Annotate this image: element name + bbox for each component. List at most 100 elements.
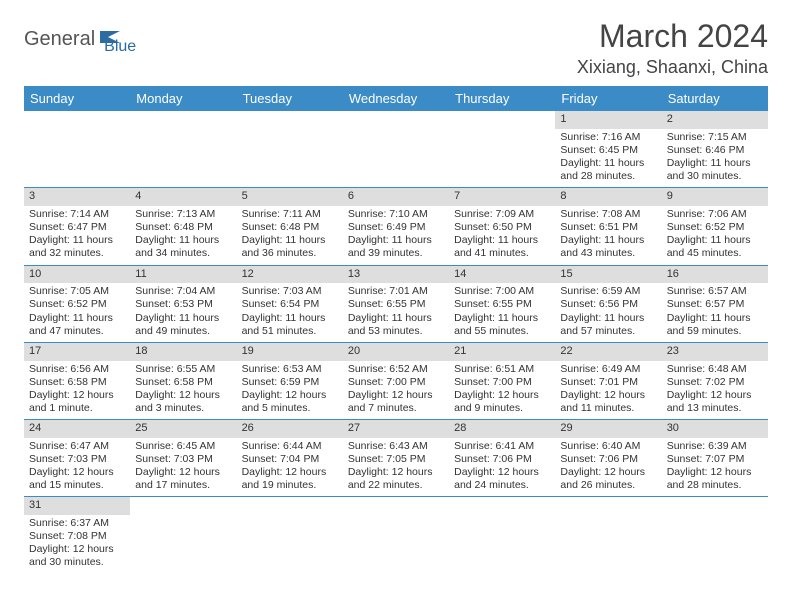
day-detail-line: Sunrise: 7:16 AM (560, 131, 656, 144)
day-detail-line: Daylight: 12 hours (135, 389, 231, 402)
calendar-day-cell: 21Sunrise: 6:51 AMSunset: 7:00 PMDayligh… (449, 342, 555, 419)
calendar-day-cell: 29Sunrise: 6:40 AMSunset: 7:06 PMDayligh… (555, 420, 661, 497)
calendar-day-cell (237, 497, 343, 574)
calendar-day-cell: 10Sunrise: 7:05 AMSunset: 6:52 PMDayligh… (24, 265, 130, 342)
weekday-header: Wednesday (343, 86, 449, 111)
day-detail-line: and 49 minutes. (135, 325, 231, 338)
location: Xixiang, Shaanxi, China (577, 57, 768, 78)
day-detail-line: Sunrise: 6:44 AM (242, 440, 338, 453)
title-block: March 2024 Xixiang, Shaanxi, China (577, 18, 768, 78)
day-detail-line: Daylight: 11 hours (667, 157, 763, 170)
day-detail-line: Sunrise: 7:03 AM (242, 285, 338, 298)
calendar-day-cell: 12Sunrise: 7:03 AMSunset: 6:54 PMDayligh… (237, 265, 343, 342)
calendar-day-cell: 30Sunrise: 6:39 AMSunset: 7:07 PMDayligh… (662, 420, 768, 497)
calendar-day-cell: 27Sunrise: 6:43 AMSunset: 7:05 PMDayligh… (343, 420, 449, 497)
weekday-header: Thursday (449, 86, 555, 111)
day-detail-line: Sunrise: 6:47 AM (29, 440, 125, 453)
day-number: 22 (555, 343, 661, 361)
day-detail-line: Sunset: 6:52 PM (667, 221, 763, 234)
day-detail-line: Daylight: 11 hours (29, 234, 125, 247)
day-number: 19 (237, 343, 343, 361)
day-detail-line: Daylight: 11 hours (135, 234, 231, 247)
day-detail-line: Sunrise: 7:04 AM (135, 285, 231, 298)
calendar-day-cell: 18Sunrise: 6:55 AMSunset: 6:58 PMDayligh… (130, 342, 236, 419)
day-detail-line: and 30 minutes. (667, 170, 763, 183)
calendar-day-cell: 22Sunrise: 6:49 AMSunset: 7:01 PMDayligh… (555, 342, 661, 419)
day-detail-line: Sunrise: 7:06 AM (667, 208, 763, 221)
day-detail-line: Sunrise: 6:59 AM (560, 285, 656, 298)
day-detail-line: and 55 minutes. (454, 325, 550, 338)
day-detail-line: Sunset: 6:56 PM (560, 298, 656, 311)
calendar-week-row: 3Sunrise: 7:14 AMSunset: 6:47 PMDaylight… (24, 188, 768, 265)
calendar-day-cell (449, 111, 555, 188)
day-detail-line: Daylight: 11 hours (667, 234, 763, 247)
day-number: 20 (343, 343, 449, 361)
month-title: March 2024 (577, 18, 768, 55)
day-number: 2 (662, 111, 768, 129)
day-number: 8 (555, 188, 661, 206)
calendar-day-cell: 9Sunrise: 7:06 AMSunset: 6:52 PMDaylight… (662, 188, 768, 265)
day-detail-line: and 59 minutes. (667, 325, 763, 338)
day-number: 23 (662, 343, 768, 361)
calendar-day-cell: 23Sunrise: 6:48 AMSunset: 7:02 PMDayligh… (662, 342, 768, 419)
day-detail-line: Daylight: 12 hours (29, 543, 125, 556)
day-detail-line: Sunset: 6:46 PM (667, 144, 763, 157)
day-detail-line: and 9 minutes. (454, 402, 550, 415)
day-detail-line: Sunrise: 6:55 AM (135, 363, 231, 376)
calendar-day-cell: 19Sunrise: 6:53 AMSunset: 6:59 PMDayligh… (237, 342, 343, 419)
calendar-day-cell: 6Sunrise: 7:10 AMSunset: 6:49 PMDaylight… (343, 188, 449, 265)
day-detail-line: Sunset: 7:01 PM (560, 376, 656, 389)
day-number: 17 (24, 343, 130, 361)
day-detail-line: and 13 minutes. (667, 402, 763, 415)
day-detail-line: and 51 minutes. (242, 325, 338, 338)
day-detail-line: Daylight: 12 hours (667, 389, 763, 402)
calendar-day-cell: 2Sunrise: 7:15 AMSunset: 6:46 PMDaylight… (662, 111, 768, 188)
day-detail-line: and 34 minutes. (135, 247, 231, 260)
day-detail-line: and 15 minutes. (29, 479, 125, 492)
day-detail-line: Daylight: 11 hours (454, 312, 550, 325)
day-detail-line: Sunset: 6:55 PM (348, 298, 444, 311)
day-detail-line: and 19 minutes. (242, 479, 338, 492)
day-number: 13 (343, 266, 449, 284)
day-detail-line: and 7 minutes. (348, 402, 444, 415)
day-detail-line: Sunset: 6:48 PM (135, 221, 231, 234)
calendar-week-row: 10Sunrise: 7:05 AMSunset: 6:52 PMDayligh… (24, 265, 768, 342)
day-detail-line: Sunset: 6:51 PM (560, 221, 656, 234)
day-detail-line: Sunset: 6:52 PM (29, 298, 125, 311)
day-detail-line: Sunset: 7:03 PM (135, 453, 231, 466)
calendar-day-cell: 5Sunrise: 7:11 AMSunset: 6:48 PMDaylight… (237, 188, 343, 265)
day-detail-line: Sunset: 6:53 PM (135, 298, 231, 311)
day-number: 15 (555, 266, 661, 284)
day-number: 16 (662, 266, 768, 284)
day-detail-line: Daylight: 12 hours (454, 389, 550, 402)
calendar-day-cell: 7Sunrise: 7:09 AMSunset: 6:50 PMDaylight… (449, 188, 555, 265)
header: General Blue March 2024 Xixiang, Shaanxi… (24, 18, 768, 78)
day-number: 10 (24, 266, 130, 284)
day-detail-line: Daylight: 11 hours (242, 312, 338, 325)
day-detail-line: Daylight: 11 hours (560, 157, 656, 170)
calendar-day-cell (555, 497, 661, 574)
day-number: 11 (130, 266, 236, 284)
day-detail-line: Sunrise: 7:01 AM (348, 285, 444, 298)
calendar-week-row: 24Sunrise: 6:47 AMSunset: 7:03 PMDayligh… (24, 420, 768, 497)
day-number: 25 (130, 420, 236, 438)
calendar-day-cell: 25Sunrise: 6:45 AMSunset: 7:03 PMDayligh… (130, 420, 236, 497)
day-detail-line: Daylight: 11 hours (454, 234, 550, 247)
weekday-header: Sunday (24, 86, 130, 111)
weekday-header: Saturday (662, 86, 768, 111)
day-detail-line: Sunset: 6:58 PM (135, 376, 231, 389)
day-detail-line: and 3 minutes. (135, 402, 231, 415)
day-number: 5 (237, 188, 343, 206)
calendar-day-cell (237, 111, 343, 188)
day-number: 27 (343, 420, 449, 438)
day-detail-line: Sunset: 7:06 PM (454, 453, 550, 466)
calendar-day-cell (130, 497, 236, 574)
day-detail-line: Sunset: 6:49 PM (348, 221, 444, 234)
day-detail-line: Sunrise: 6:49 AM (560, 363, 656, 376)
day-detail-line: Sunset: 6:47 PM (29, 221, 125, 234)
day-number: 1 (555, 111, 661, 129)
weekday-header: Monday (130, 86, 236, 111)
day-detail-line: Sunrise: 6:45 AM (135, 440, 231, 453)
day-number: 4 (130, 188, 236, 206)
day-detail-line: Sunrise: 7:14 AM (29, 208, 125, 221)
